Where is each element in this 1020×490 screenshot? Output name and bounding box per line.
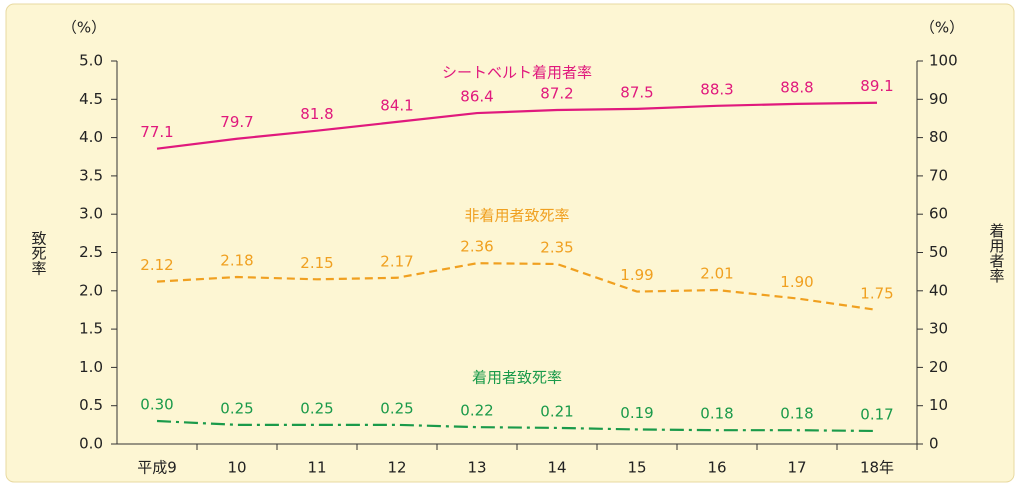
y2-tick-label: 20	[929, 358, 948, 376]
data-label: 0.21	[540, 402, 573, 420]
y-tick-label: 4.5	[79, 90, 103, 108]
y2-tick-label: 30	[929, 320, 948, 338]
series-name: 非着用者致死率	[464, 207, 569, 225]
series-name: シートベルト着用者率	[442, 64, 592, 82]
data-label: 0.22	[460, 402, 493, 420]
x-tick-label: 13	[467, 459, 486, 477]
y2-tick-label: 70	[929, 166, 948, 184]
y-tick-label: 1.5	[79, 320, 103, 338]
y2-tick-label: 90	[929, 90, 948, 108]
x-tick-label: 17	[787, 459, 806, 477]
data-label: 1.99	[620, 266, 653, 284]
data-label: 1.90	[780, 273, 813, 291]
y2-tick-label: 10	[929, 396, 948, 414]
data-label: 0.18	[780, 405, 813, 423]
data-label: 88.3	[700, 80, 733, 98]
data-label: 0.25	[300, 399, 333, 417]
data-label: 84.1	[380, 96, 413, 114]
series-name: 着用者致死率	[472, 369, 562, 387]
background	[5, 3, 1015, 483]
series-line	[156, 101, 878, 150]
data-label: 77.1	[140, 123, 173, 141]
x-tick-label: 平成9	[137, 459, 177, 477]
x-tick-label: 15	[627, 459, 646, 477]
data-label: 0.19	[620, 404, 653, 422]
data-label: 2.17	[380, 252, 413, 270]
data-label: 0.25	[380, 399, 413, 417]
data-label: 2.36	[460, 238, 493, 256]
series-line	[156, 419, 878, 433]
y2-tick-label: 40	[929, 281, 948, 299]
y-unit: （%）	[62, 19, 106, 37]
y2-tick-label: 60	[929, 205, 948, 223]
data-label: 1.75	[860, 284, 893, 302]
x-tick-label: 11	[307, 459, 326, 477]
y-tick-label: 0.5	[79, 396, 103, 414]
y-tick-label: 5.0	[79, 52, 103, 70]
y2-tick-label: 80	[929, 128, 948, 146]
x-tick-label: 10	[227, 459, 246, 477]
data-label: 0.25	[220, 399, 253, 417]
data-label: 88.8	[780, 78, 813, 96]
data-label: 87.2	[540, 85, 573, 103]
data-label: 81.8	[300, 105, 333, 123]
data-label: 2.12	[140, 256, 173, 274]
y-tick-label: 2.5	[79, 243, 103, 261]
y-tick-label: 0.0	[79, 435, 103, 453]
y2-axis-title: 着用者率	[988, 223, 1006, 283]
y-tick-label: 2.0	[79, 281, 103, 299]
y-tick-label: 3.0	[79, 205, 103, 223]
y2-unit: （%）	[920, 19, 964, 37]
data-label: 87.5	[620, 83, 653, 101]
x-tick-label: 14	[547, 459, 566, 477]
data-label: 2.35	[540, 238, 573, 256]
data-label: 2.18	[220, 252, 253, 270]
y2-tick-label: 100	[929, 52, 958, 70]
y-tick-label: 3.5	[79, 166, 103, 184]
data-label: 2.01	[700, 265, 733, 283]
data-label: 79.7	[220, 113, 253, 131]
y2-tick-label: 0	[929, 435, 939, 453]
data-label: 89.1	[860, 77, 893, 95]
y-tick-label: 4.0	[79, 128, 103, 146]
y-tick-label: 1.0	[79, 358, 103, 376]
data-label: 2.15	[300, 254, 333, 272]
x-tick-label: 16	[707, 459, 726, 477]
x-tick-label: 12	[387, 459, 406, 477]
data-label: 0.18	[700, 405, 733, 423]
x-tick-label: 18年	[860, 459, 894, 477]
series-line	[156, 262, 878, 312]
y-axis-title: 致死率	[30, 231, 48, 276]
data-label: 86.4	[460, 88, 493, 106]
data-label: 0.30	[140, 396, 173, 414]
data-label: 0.17	[860, 405, 893, 423]
y2-tick-label: 50	[929, 243, 948, 261]
